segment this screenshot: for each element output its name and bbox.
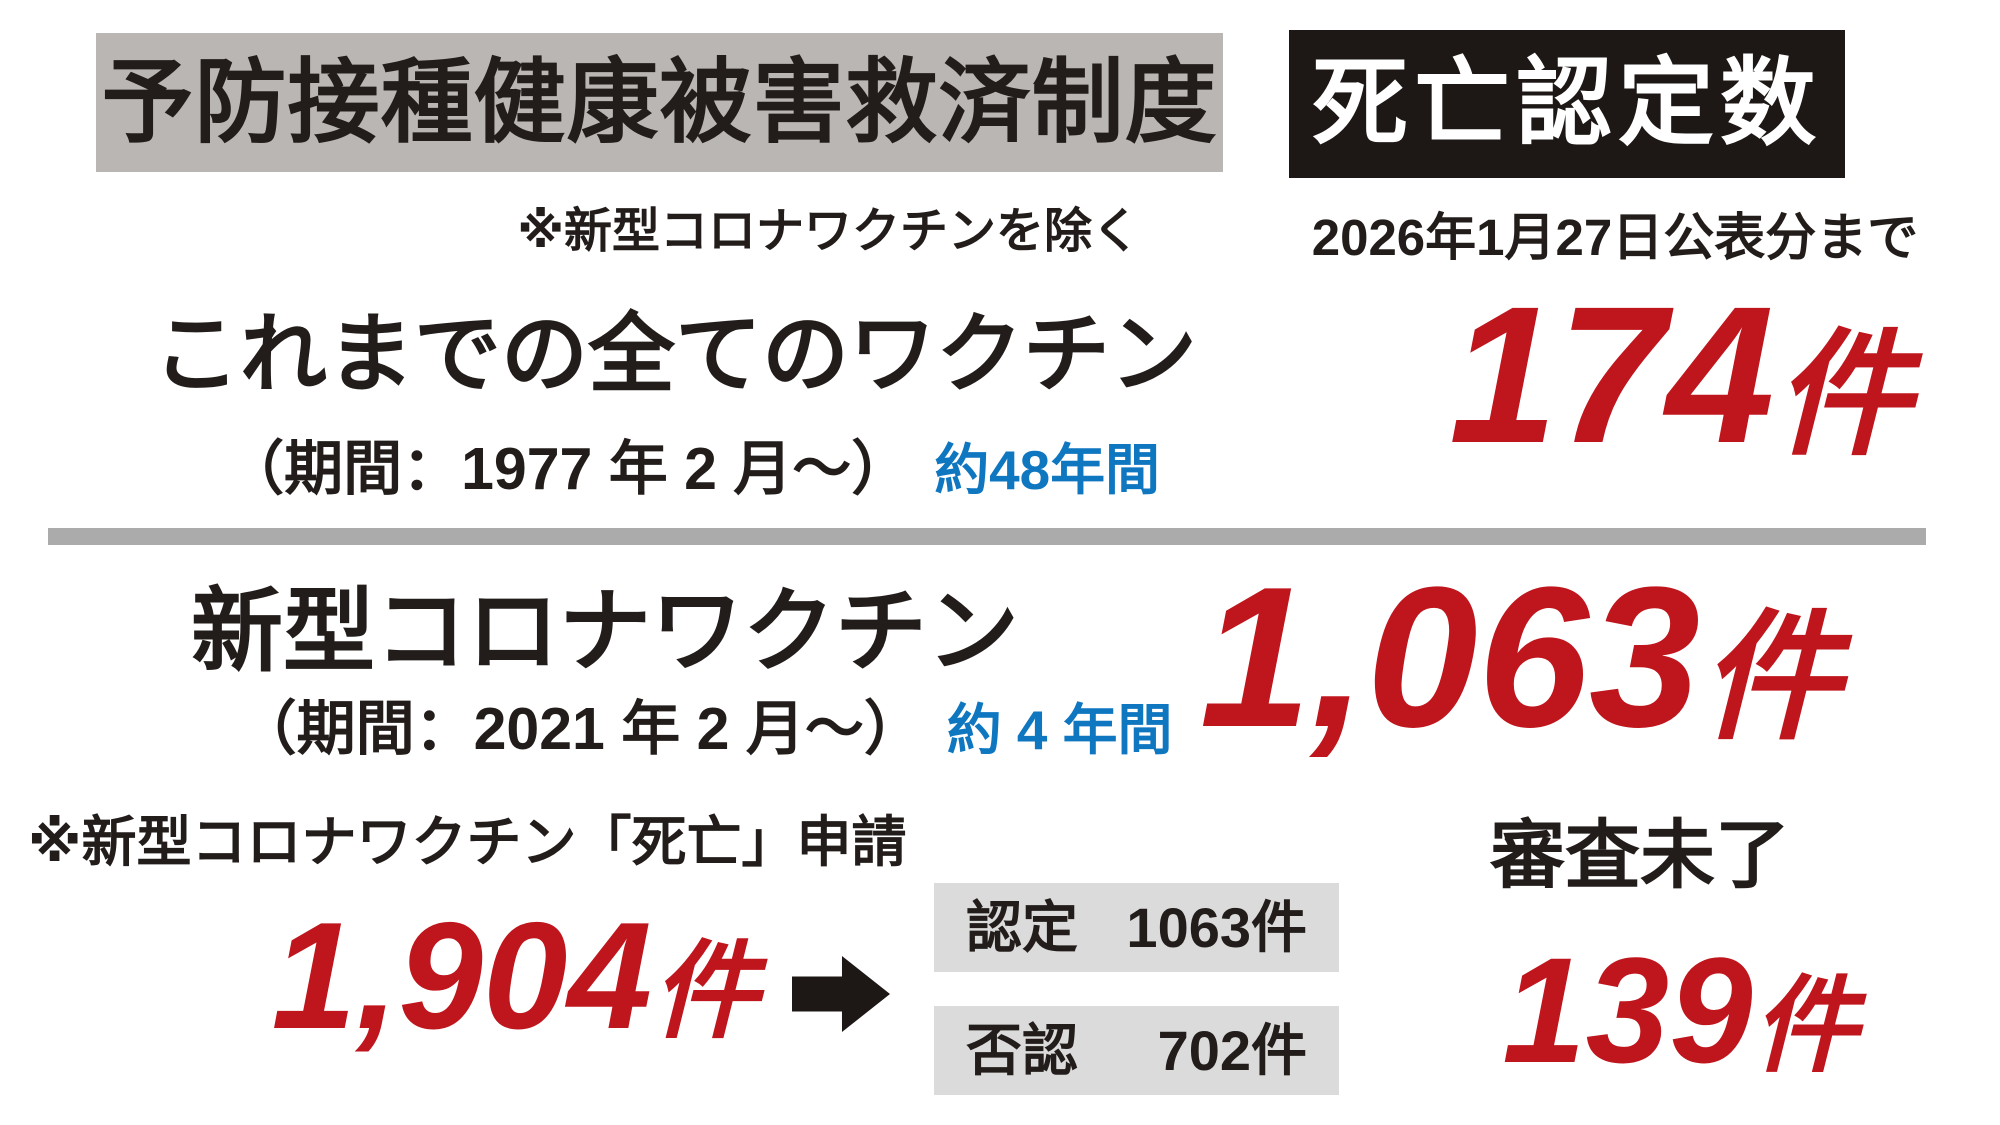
outcome-row-denied: 否認 702件 — [934, 1006, 1339, 1095]
covid-death-claims-total: 1,904件 — [205, 900, 825, 1052]
as-of-date: 2026年1月27日公表分まで — [1311, 209, 1919, 266]
covid-vaccine-name: 新型コロナワクチン — [190, 581, 1019, 683]
covid-death-count-unit: 件 — [1700, 599, 1841, 756]
covid-vaccine-duration: 約 4 年間 — [946, 699, 1173, 761]
covid-death-claims-total-unit: 件 — [651, 932, 759, 1051]
pending-review-label: 審査未了 — [1489, 813, 1790, 897]
program-title: 予防接種健康被害救済制度 — [101, 51, 1218, 154]
covid-vaccine-period-line: （期間：2021 年 2 月～） 約 4 年間 — [150, 697, 1260, 762]
section-divider — [48, 528, 1926, 545]
outcome-row-certified: 認定 1063件 — [934, 883, 1339, 972]
all-vaccines-death-count-value: 174 — [1449, 266, 1775, 484]
all-vaccines-death-count: 174件 — [1360, 278, 2000, 473]
program-title-box: 予防接種健康被害救済制度 — [96, 33, 1223, 172]
outcome-certified-value: 1063件 — [1126, 895, 1307, 959]
all-vaccines-exclusion-note: ※新型コロナワクチンを除く — [517, 205, 1140, 258]
all-vaccines-death-count-unit: 件 — [1774, 318, 1911, 471]
death-certified-badge: 死亡認定数 — [1289, 30, 1845, 178]
all-vaccines-name: これまでの全てのワクチン — [153, 306, 1197, 403]
covid-death-count: 1,063件 — [1060, 558, 1980, 758]
all-vaccines-period-line: （期間：1977 年 2 月～） 約48年間 — [140, 437, 1245, 502]
outcome-denied-value: 702件 — [1157, 1018, 1307, 1082]
pending-review-count-unit: 件 — [1752, 968, 1858, 1085]
covid-vaccine-period: （期間：2021 年 2 月～） — [237, 696, 923, 762]
pending-review-count: 139件 — [1430, 935, 1930, 1085]
pending-review-count-value: 139 — [1502, 926, 1753, 1094]
all-vaccines-duration: 約48年間 — [934, 439, 1160, 501]
death-certified-badge-label: 死亡認定数 — [1312, 50, 1822, 157]
all-vaccines-period: （期間：1977 年 2 月～） — [225, 436, 911, 502]
outcome-certified-label: 認定 — [966, 895, 1078, 959]
outcome-denied-label: 否認 — [966, 1018, 1078, 1082]
covid-death-claims-note: ※新型コロナワクチン「死亡」申請 — [28, 811, 907, 873]
covid-death-claims-total-value: 1,904 — [271, 891, 652, 1061]
covid-death-count-value: 1,063 — [1199, 546, 1701, 769]
right-arrow-icon — [792, 956, 890, 1032]
